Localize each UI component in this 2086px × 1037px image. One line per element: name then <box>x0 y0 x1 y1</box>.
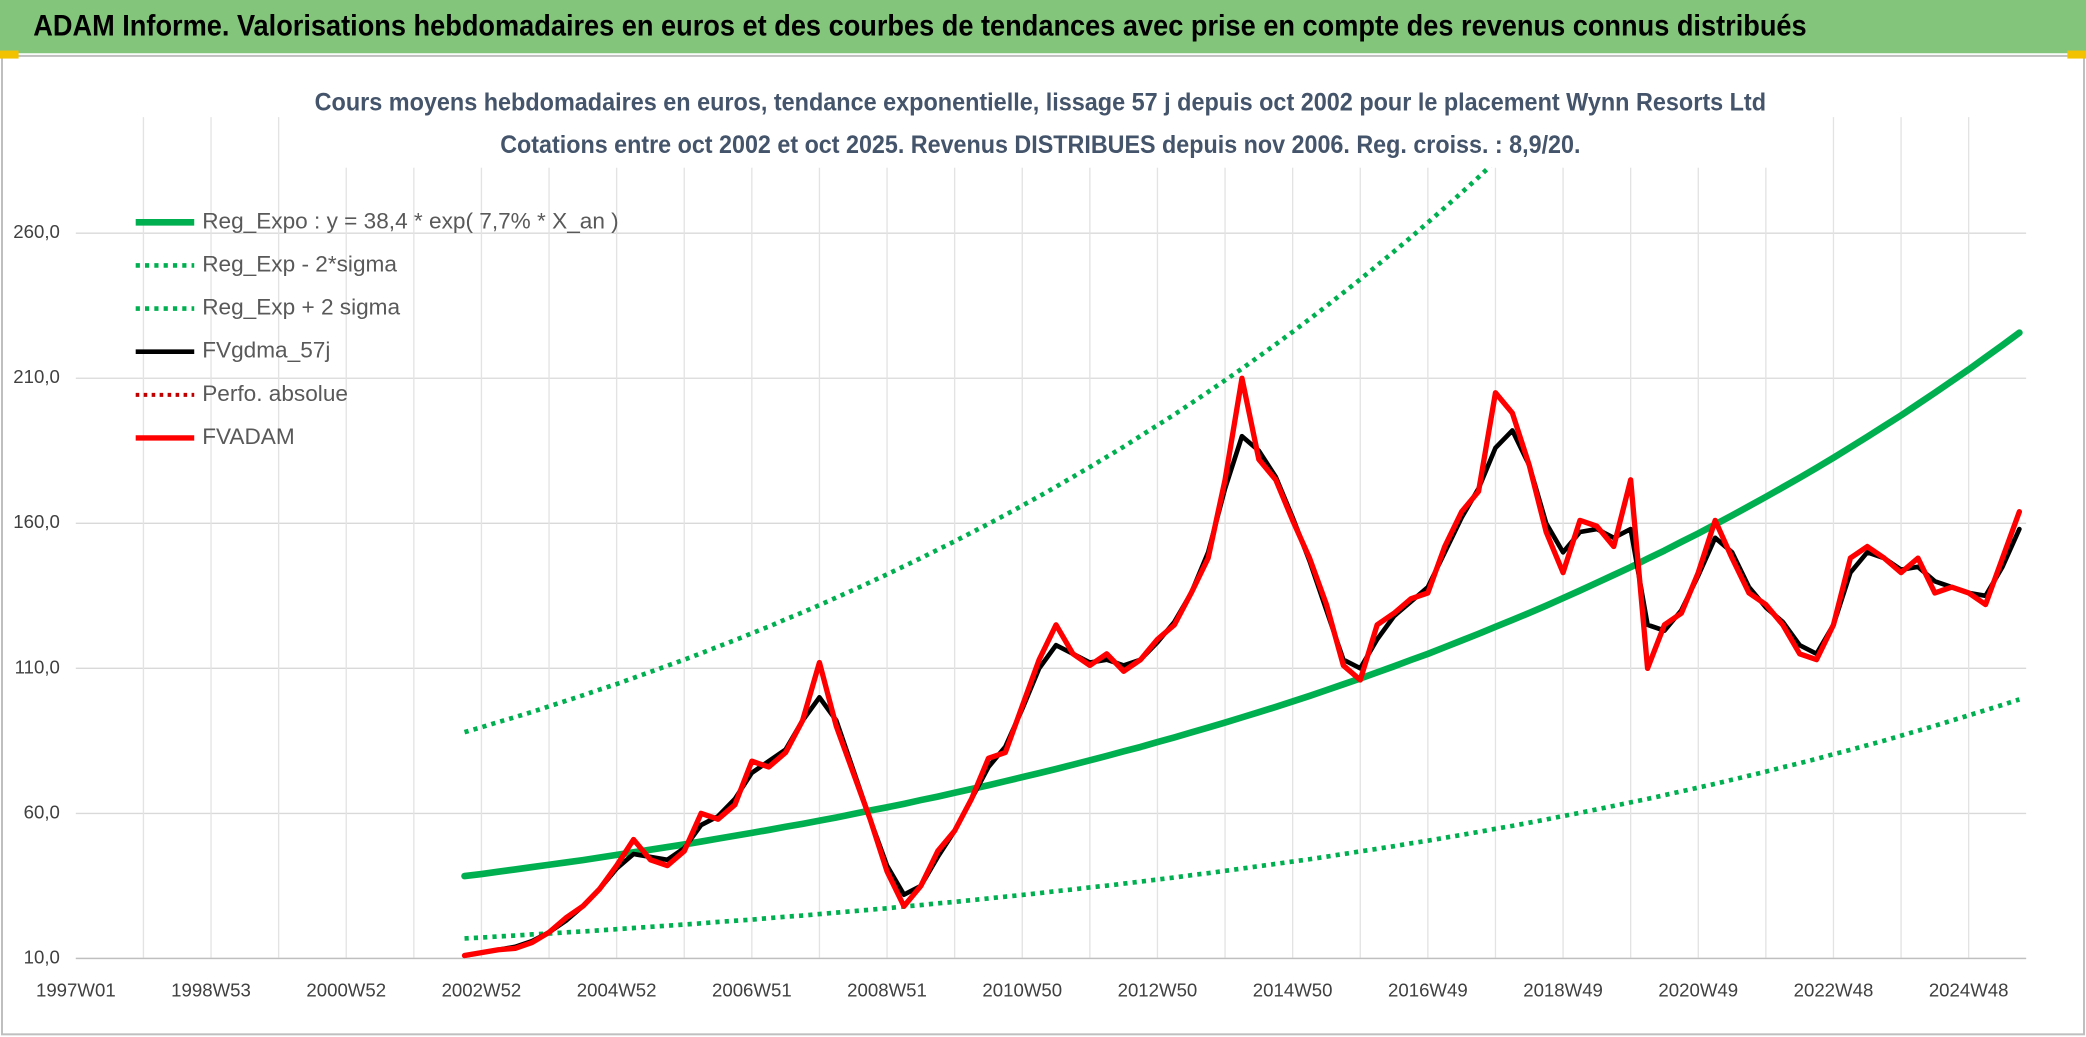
x-tick-label: 2010W50 <box>982 980 1062 1001</box>
grid: 10,0 60,0 110,0 160,0 210,0 260,0 1997W01 1998W… <box>13 117 2027 1001</box>
y-tick-label: 260,0 <box>13 221 60 242</box>
x-tick-label: 1998W53 <box>171 980 251 1001</box>
corner-mark <box>2067 50 2086 59</box>
chart-subtitle: Cotations entre oct 2002 et oct 2025. Re… <box>500 131 1580 159</box>
plot-area <box>461 117 2023 959</box>
x-tick-label: 2008W51 <box>847 980 927 1001</box>
chart-subtitle: Cours moyens hebdomadaires en euros, ten… <box>315 89 1766 117</box>
x-tick-label: 2006W51 <box>712 980 792 1001</box>
corner-mark <box>0 50 19 59</box>
y-tick-label: 60,0 <box>24 801 60 822</box>
series-line <box>461 329 2023 880</box>
y-tick-label: 210,0 <box>13 366 60 387</box>
series-line <box>463 117 1545 735</box>
legend-label: Reg_Exp + 2 sigma <box>202 295 400 320</box>
x-tick-label: 2014W50 <box>1253 980 1333 1001</box>
x-tick-label: 2016W49 <box>1388 980 1468 1001</box>
chart-frame <box>0 54 2086 1036</box>
legend-label: Reg_Exp - 2*sigma <box>202 251 397 276</box>
x-tick-label: 2018W49 <box>1523 980 1603 1001</box>
x-tick-label: 2012W50 <box>1118 980 1198 1001</box>
legend: Reg_Expo : y = 38,4 * exp( 7,7% * X_an )… <box>135 208 619 449</box>
x-tick-label: 2024W48 <box>1929 980 2009 1001</box>
x-tick-label: 2000W52 <box>306 980 386 1001</box>
legend-label: FVgdma_57j <box>202 338 330 363</box>
x-tick-label: 1997W01 <box>36 980 116 1001</box>
y-tick-label: 110,0 <box>15 656 60 677</box>
legend-label: Perfo. absolue <box>202 381 348 406</box>
series-line <box>461 375 2023 959</box>
x-tick-label: 2020W49 <box>1658 980 1738 1001</box>
subtitle-background <box>303 82 1778 168</box>
y-tick-label: 10,0 <box>24 946 60 967</box>
x-tick-label: 2004W52 <box>577 980 657 1001</box>
x-tick-label: 2002W52 <box>442 980 522 1001</box>
legend-label: FVADAM <box>202 424 295 449</box>
x-tick-label: 2022W48 <box>1794 980 1874 1001</box>
page-title: ADAM Informe. Valorisations hebdomadaire… <box>33 11 1806 43</box>
legend-label: Reg_Expo : y = 38,4 * exp( 7,7% * X_an ) <box>202 208 619 233</box>
header-bar <box>0 0 2086 54</box>
y-tick-label: 160,0 <box>13 511 60 532</box>
